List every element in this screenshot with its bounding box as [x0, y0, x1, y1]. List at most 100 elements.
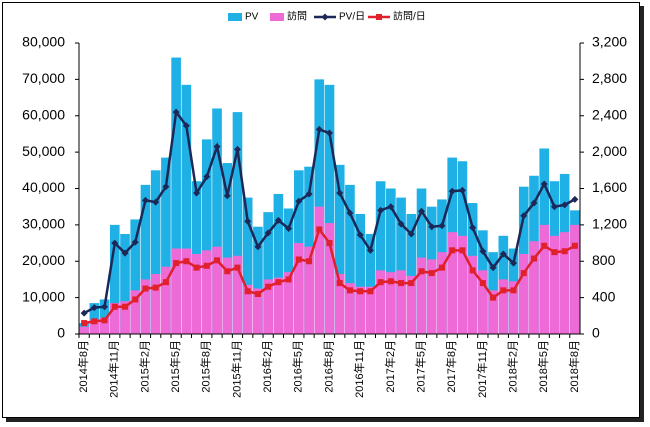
marker — [469, 224, 477, 232]
marker — [540, 180, 548, 188]
bar — [253, 288, 263, 334]
marker — [193, 264, 200, 271]
marker — [428, 223, 436, 231]
marker — [449, 247, 456, 254]
bar — [201, 139, 212, 334]
marker — [264, 229, 272, 237]
bar — [273, 277, 284, 334]
y-tick-label: 60,000 — [22, 106, 65, 122]
y2-tick-label: 1,600 — [592, 179, 627, 195]
bar — [130, 290, 141, 334]
marker — [172, 108, 180, 116]
y2-tick-label: 2,800 — [592, 70, 627, 86]
y2-tick-label: 0 — [592, 325, 600, 341]
x-tick-label: 2015年5月 — [168, 340, 182, 393]
y-tick-label: 50,000 — [22, 143, 65, 159]
marker — [407, 230, 415, 238]
bar — [109, 224, 120, 334]
bar — [386, 272, 396, 334]
marker — [254, 243, 262, 251]
bar — [365, 286, 376, 334]
bar — [549, 235, 560, 334]
marker — [111, 239, 119, 247]
bar — [294, 243, 304, 334]
bar — [191, 253, 202, 334]
bar — [120, 301, 130, 334]
y-tick-label: 70,000 — [22, 70, 65, 86]
bar — [109, 303, 120, 334]
marker — [479, 247, 487, 255]
x-tick-label: 2016年5月 — [291, 340, 305, 393]
legend-swatch — [228, 13, 242, 21]
marker — [224, 268, 231, 275]
marker — [438, 222, 446, 230]
y2-tick-label: 2,000 — [592, 143, 627, 159]
x-tick-label: 2018年5月 — [536, 340, 550, 393]
marker — [274, 216, 282, 224]
bar — [120, 233, 130, 334]
marker — [346, 287, 353, 294]
bar — [426, 259, 437, 334]
marker — [316, 226, 323, 233]
marker — [142, 285, 149, 292]
marker — [356, 231, 364, 239]
marker — [90, 304, 98, 312]
y-tick-label: 10,000 — [22, 288, 65, 304]
marker — [121, 249, 129, 257]
marker — [428, 270, 435, 277]
marker — [438, 264, 445, 271]
legend-label: PV/日 — [339, 12, 365, 23]
bar — [232, 255, 243, 334]
bar — [140, 184, 151, 334]
x-tick-label: 2015年8月 — [199, 340, 213, 393]
marker — [336, 189, 344, 197]
bar — [89, 319, 100, 334]
marker — [499, 250, 507, 258]
marker — [203, 173, 211, 181]
y2-tick-label: 800 — [592, 252, 616, 268]
bar — [150, 170, 161, 334]
marker — [213, 143, 221, 151]
bar — [304, 246, 314, 334]
bar — [570, 224, 580, 334]
bar — [242, 284, 253, 334]
marker — [285, 276, 292, 283]
marker — [489, 264, 497, 272]
bar — [498, 279, 509, 334]
marker — [550, 203, 558, 211]
marker — [306, 258, 313, 265]
bar — [396, 197, 406, 334]
bar — [406, 275, 417, 334]
bar — [559, 232, 570, 334]
marker — [408, 280, 415, 287]
marker — [141, 196, 149, 204]
marker — [326, 240, 333, 247]
bar — [334, 273, 345, 334]
marker — [265, 283, 272, 290]
x-tick-label: 2017年8月 — [444, 340, 458, 393]
marker — [530, 255, 537, 262]
bar — [478, 270, 488, 334]
marker — [131, 238, 139, 246]
bar — [539, 224, 550, 334]
marker — [326, 129, 333, 137]
marker — [530, 199, 538, 207]
bar — [355, 213, 365, 334]
bar — [201, 250, 212, 334]
marker — [510, 287, 517, 294]
legend-label: 訪問/日 — [393, 10, 426, 23]
marker — [214, 257, 221, 264]
bar — [375, 270, 386, 334]
marker — [571, 242, 578, 249]
marker — [336, 280, 343, 287]
bar — [396, 270, 406, 334]
marker — [254, 290, 261, 297]
y2-tick-label: 3,200 — [592, 34, 627, 50]
marker — [561, 248, 568, 255]
x-tick-label: 2016年2月 — [260, 340, 274, 393]
marker — [490, 294, 497, 301]
marker — [162, 183, 170, 191]
bar — [416, 257, 427, 334]
marker — [397, 220, 405, 228]
x-tick-label: 2017年5月 — [413, 340, 427, 393]
